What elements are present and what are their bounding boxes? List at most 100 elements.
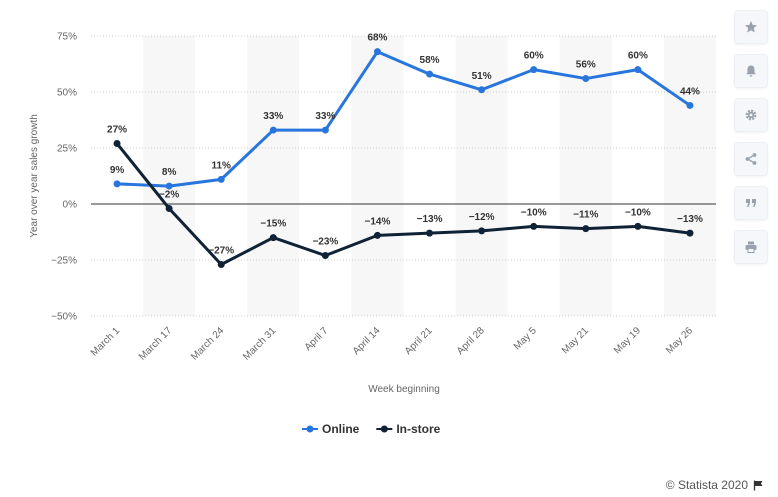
plot-bands (143, 36, 716, 316)
data-label: −13% (417, 214, 443, 225)
data-label: −2% (159, 189, 179, 200)
favorite-button[interactable] (734, 10, 768, 44)
sidebar-toolbar (734, 10, 768, 274)
data-point (686, 229, 694, 237)
plot-band (143, 36, 196, 316)
print-button[interactable] (734, 230, 768, 264)
data-label: 33% (263, 111, 283, 122)
data-point (530, 66, 538, 74)
data-point (426, 229, 434, 237)
x-tick-label: April 7 (303, 325, 331, 353)
quote-icon (746, 199, 756, 207)
grid-lines (91, 35, 716, 317)
data-point (426, 70, 434, 78)
data-point (634, 66, 642, 74)
data-label: 11% (211, 160, 231, 171)
x-tick-label: April 14 (351, 325, 383, 357)
cite-button[interactable] (734, 186, 768, 220)
data-point (373, 231, 381, 239)
data-label: 60% (524, 51, 544, 62)
data-point (113, 180, 121, 188)
data-point (321, 252, 329, 260)
y-tick-label: 25% (57, 144, 77, 155)
gear-icon (745, 109, 757, 121)
data-label: −27% (208, 245, 234, 256)
data-point (217, 175, 225, 183)
data-label: 58% (420, 55, 440, 66)
plot-band (559, 36, 612, 316)
y-tick-label: −50% (51, 312, 77, 323)
data-label: −15% (260, 219, 286, 230)
data-point (269, 126, 277, 134)
data-label: 8% (162, 167, 177, 178)
x-axis-title: Week beginning (368, 384, 440, 395)
data-label: 56% (576, 60, 596, 71)
series-line (115, 50, 692, 188)
flag-icon[interactable] (753, 480, 764, 491)
share-button[interactable] (734, 142, 768, 176)
plot-band (663, 36, 716, 316)
x-tick-label: March 24 (189, 325, 227, 363)
data-label: 44% (680, 86, 700, 97)
data-label: −23% (312, 237, 338, 248)
y-tick-label: 0% (63, 200, 78, 211)
y-tick-label: −25% (51, 256, 77, 267)
x-axis-ticks: March 1 March 17 March 24 March 31 April 7 Ap… (89, 325, 696, 363)
legend-item-in-store[interactable]: In-store (376, 422, 441, 436)
data-point (165, 182, 173, 190)
series-online: 9% 8% 11% 33% 33% 68% 58% 51% 60% 56% 60% 44% (110, 33, 700, 190)
x-tick-label: May 21 (560, 325, 591, 356)
x-tick-label: May 5 (512, 325, 539, 352)
y-axis-title: Year over year sales growth (29, 114, 40, 238)
data-point (269, 234, 277, 242)
plot-band (247, 36, 300, 316)
data-label: −13% (677, 214, 703, 225)
series-layer: 9% 8% 11% 33% 33% 68% 58% 51% 60% 56% 60% 44% 27% −2%… (107, 33, 703, 268)
legend-label: Online (322, 422, 360, 436)
data-point (478, 227, 486, 235)
data-label: 51% (472, 71, 492, 82)
data-point (165, 204, 173, 212)
plot-band (351, 36, 404, 316)
data-point (321, 126, 329, 134)
data-label: −14% (365, 216, 391, 227)
y-axis-ticks: 75% 50% 25% 0% −25% −50% (51, 32, 77, 323)
x-tick-label: March 17 (137, 325, 175, 363)
data-label: 9% (110, 165, 125, 176)
y-tick-label: 50% (57, 88, 77, 99)
data-label: −12% (469, 212, 495, 223)
data-point (582, 75, 590, 83)
legend-label: In-store (396, 422, 440, 436)
data-label: 60% (628, 51, 648, 62)
x-tick-label: March 1 (89, 325, 123, 359)
data-point (582, 225, 590, 233)
credit-text[interactable]: © Statista 2020 (665, 478, 748, 492)
credit[interactable]: © Statista 2020 (666, 478, 764, 492)
bell-icon (746, 65, 756, 77)
legend-marker (380, 425, 388, 433)
x-tick-label: March 31 (241, 325, 279, 363)
notification-button[interactable] (734, 54, 768, 88)
x-tick-label: May 26 (664, 325, 695, 356)
data-point (478, 86, 486, 94)
data-point (530, 222, 538, 230)
data-label: 27% (107, 125, 127, 136)
data-point (634, 222, 642, 230)
series-line (115, 142, 692, 266)
settings-button[interactable] (734, 98, 768, 132)
data-label: 33% (315, 111, 335, 122)
legend-item-online[interactable]: Online (302, 422, 360, 436)
share-icon (745, 153, 757, 165)
star-icon (745, 21, 757, 33)
data-point (217, 260, 225, 268)
data-point (113, 140, 121, 148)
data-point (686, 101, 694, 109)
x-tick-label: April 28 (455, 325, 487, 357)
print-icon (745, 241, 757, 253)
legend: Online In-store (302, 422, 441, 436)
data-label: −11% (573, 210, 598, 221)
data-label: 68% (367, 33, 387, 44)
data-label: −10% (521, 207, 547, 218)
y-tick-label: 75% (57, 32, 77, 43)
